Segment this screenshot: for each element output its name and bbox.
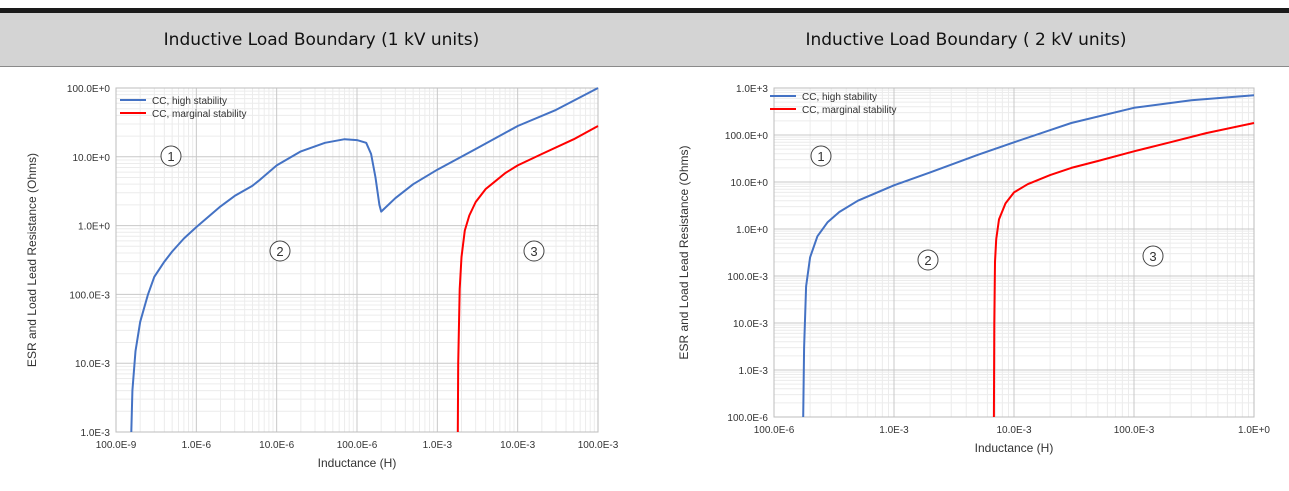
x-tick-label: 1.0E-3 bbox=[879, 425, 909, 436]
y-tick-label: 1.0E+0 bbox=[78, 222, 110, 233]
x-axis-label: Inductance (H) bbox=[975, 441, 1054, 455]
legend-label: CC, marginal stability bbox=[152, 109, 246, 120]
region-marker-circle bbox=[917, 249, 939, 271]
y-axis-label: ESR and Load Lead Resistance (Ohms) bbox=[25, 153, 39, 367]
x-tick-label: 1.0E-6 bbox=[182, 440, 212, 451]
x-axis-label: Inductance (H) bbox=[318, 456, 397, 470]
region-marker-label: 2 bbox=[924, 253, 931, 268]
y-axis-label: ESR and Load Lead Resistance (Ohms) bbox=[677, 145, 691, 359]
series-line-high-stability bbox=[802, 94, 1255, 418]
x-tick-label: 1.0E-3 bbox=[423, 440, 453, 451]
chart-1kv: 100.0E-9 1.0E-6 10.0E-6 100.0E-6 1.0E-3 10.0E… bbox=[25, 84, 619, 470]
right-chart-title: Inductive Load Boundary ( 2 kV units) bbox=[643, 13, 1289, 66]
series-line-marginal-stability bbox=[456, 125, 599, 433]
series-line-marginal-stability bbox=[992, 122, 1255, 418]
y-tick-label: 1.0E+0 bbox=[736, 225, 768, 236]
y-tick-label: 10.0E-3 bbox=[733, 319, 768, 330]
x-tick-label: 100.0E-9 bbox=[96, 440, 137, 451]
legend: CC, high stability CC, marginal stability bbox=[770, 92, 896, 116]
y-tick-label: 100.0E+0 bbox=[725, 131, 769, 142]
x-tick-label: 100.0E-6 bbox=[337, 440, 378, 451]
y-tick-label: 10.0E-3 bbox=[75, 359, 110, 370]
series-line-high-stability bbox=[130, 87, 599, 433]
left-chart-title: Inductive Load Boundary (1 kV units) bbox=[0, 13, 643, 66]
y-tick-label: 10.0E+0 bbox=[730, 178, 768, 189]
x-tick-label: 10.0E-6 bbox=[259, 440, 294, 451]
y-tick-label: 100.0E-3 bbox=[69, 290, 110, 301]
region-marker-label: 3 bbox=[1149, 249, 1156, 264]
legend: CC, high stability CC, marginal stability bbox=[120, 96, 246, 120]
legend-label: CC, marginal stability bbox=[802, 105, 896, 116]
y-tick-label: 1.0E-3 bbox=[739, 366, 769, 377]
x-tick-label: 100.0E-3 bbox=[1114, 425, 1155, 436]
region-marker-label: 1 bbox=[167, 149, 174, 164]
y-tick-label: 10.0E+0 bbox=[72, 153, 110, 164]
x-tick-label: 100.0E-3 bbox=[578, 440, 619, 451]
region-marker-circle bbox=[523, 240, 545, 262]
x-tick-label: 10.0E-3 bbox=[996, 425, 1031, 436]
legend-label: CC, high stability bbox=[802, 92, 877, 103]
grid-lines bbox=[115, 87, 599, 433]
y-tick-label: 100.0E-6 bbox=[727, 413, 768, 424]
x-tick-label: 100.0E-6 bbox=[754, 425, 795, 436]
header-bottom-rule bbox=[0, 66, 1289, 67]
y-tick-label: 100.0E-3 bbox=[727, 272, 768, 283]
y-tick-label: 1.0E+3 bbox=[736, 84, 768, 95]
region-marker-label: 3 bbox=[530, 244, 537, 259]
region-marker-circle bbox=[269, 240, 291, 262]
x-tick-label: 1.0E+0 bbox=[1238, 425, 1270, 436]
y-tick-label: 100.0E+0 bbox=[67, 84, 111, 95]
region-marker-circle bbox=[1142, 245, 1164, 267]
region-marker-label: 1 bbox=[817, 149, 824, 164]
region-marker-circle bbox=[810, 145, 832, 167]
plot-frame bbox=[773, 87, 1255, 418]
plot-frame bbox=[115, 87, 599, 433]
chart-2kv: 100.0E-6 1.0E-3 10.0E-3 100.0E-3 1.0E+0 100.0… bbox=[677, 84, 1270, 455]
header-top-rule bbox=[0, 8, 1289, 13]
x-tick-label: 10.0E-3 bbox=[500, 440, 535, 451]
y-tick-label: 1.0E-3 bbox=[81, 428, 111, 439]
region-marker-circle bbox=[160, 145, 182, 167]
legend-label: CC, high stability bbox=[152, 96, 227, 107]
region-marker-label: 2 bbox=[276, 244, 283, 259]
grid-lines bbox=[773, 87, 1255, 418]
